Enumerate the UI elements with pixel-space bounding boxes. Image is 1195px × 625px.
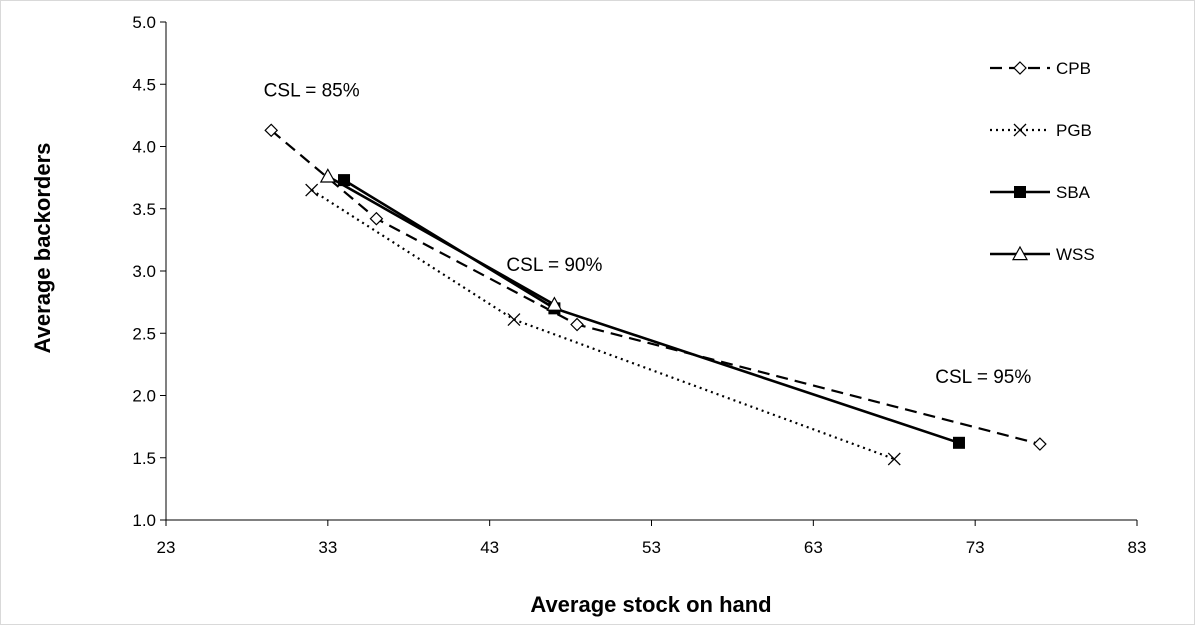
legend-item-wss: WSS: [990, 245, 1095, 264]
legend-marker-cpb: [1013, 61, 1027, 75]
data-point-cpb: [264, 123, 279, 138]
series-line-wss: [327, 175, 556, 306]
y-tick-label: 2.0: [132, 387, 156, 406]
data-point-wss: [319, 168, 336, 183]
data-point-sba: [952, 436, 965, 449]
csl-annotation: CSL = 85%: [264, 81, 360, 102]
series-cpb: [264, 123, 1047, 451]
x-tick-label: 53: [642, 538, 661, 557]
legend-item-pgb: PGB: [990, 121, 1092, 140]
legend-marker-sba: [1014, 186, 1026, 198]
x-tick-label: 83: [1128, 538, 1147, 557]
data-point-cpb: [570, 317, 584, 332]
x-tick-label: 73: [966, 538, 985, 557]
legend-item-sba: SBA: [990, 183, 1091, 202]
series-line-cpb: [270, 129, 1041, 446]
x-tick-label: 23: [157, 538, 176, 557]
data-point-pgb: [305, 183, 319, 197]
axes: [160, 21, 1138, 526]
y-tick-label: 1.5: [132, 449, 156, 468]
legend: CPB PGB SBA WSS: [990, 59, 1095, 264]
annotations: CSL = 85% CSL = 90% CSL = 95%: [264, 81, 1032, 388]
legend-marker-wss: [1011, 245, 1029, 261]
series-sba: [338, 174, 965, 449]
data-point-cpb: [369, 211, 384, 226]
legend-label-sba: SBA: [1056, 183, 1091, 202]
legend-label-pgb: PGB: [1056, 121, 1092, 140]
y-tick-label: 4.5: [132, 75, 156, 94]
y-tick-label: 1.0: [132, 511, 156, 530]
x-tick-label: 33: [318, 538, 337, 557]
series-wss: [319, 168, 563, 311]
legend-label-wss: WSS: [1056, 245, 1095, 264]
series-group: [264, 123, 1047, 466]
data-point-pgb: [507, 313, 521, 327]
data-point-cpb: [1033, 437, 1047, 451]
x-tick-labels: 23 33 43 53 63 73 83: [157, 538, 1147, 557]
y-axis-title: Average backorders: [30, 143, 55, 354]
y-tick-label: 5.0: [132, 13, 156, 32]
x-tick-label: 43: [480, 538, 499, 557]
series-line-sba: [343, 179, 960, 445]
y-tick-label: 3.5: [132, 200, 156, 219]
y-tick-label: 4.0: [132, 138, 156, 157]
y-tick-labels: 1.0 1.5 2.0 2.5 3.0 3.5 4.0 4.5 5.0: [132, 13, 156, 530]
y-tick-label: 3.0: [132, 262, 156, 281]
data-point-pgb: [887, 452, 901, 466]
data-point-wss: [546, 296, 563, 311]
series-pgb: [305, 183, 901, 466]
legend-marker-pgb: [1013, 123, 1027, 137]
legend-label-cpb: CPB: [1056, 59, 1091, 78]
y-tick-label: 2.5: [132, 324, 156, 343]
legend-item-cpb: CPB: [990, 59, 1091, 78]
csl-annotation: CSL = 90%: [506, 255, 602, 276]
x-tick-label: 63: [804, 538, 823, 557]
csl-annotation: CSL = 95%: [935, 367, 1031, 388]
x-axis-title: Average stock on hand: [530, 592, 771, 617]
